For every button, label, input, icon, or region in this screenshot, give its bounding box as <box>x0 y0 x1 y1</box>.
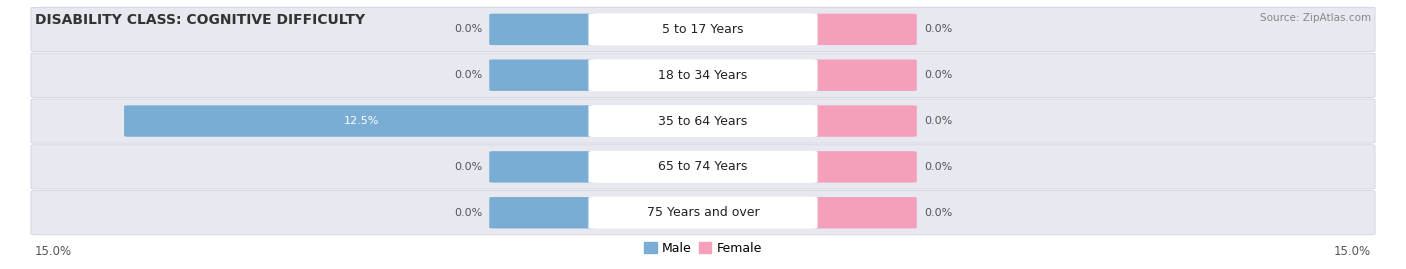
FancyBboxPatch shape <box>124 105 599 137</box>
Text: 65 to 74 Years: 65 to 74 Years <box>658 160 748 174</box>
FancyBboxPatch shape <box>588 59 818 91</box>
Text: 0.0%: 0.0% <box>454 162 482 172</box>
FancyBboxPatch shape <box>489 59 599 91</box>
Text: 0.0%: 0.0% <box>454 24 482 34</box>
Text: 18 to 34 Years: 18 to 34 Years <box>658 69 748 82</box>
Text: 15.0%: 15.0% <box>35 245 72 258</box>
FancyBboxPatch shape <box>489 197 599 228</box>
FancyBboxPatch shape <box>31 145 1375 189</box>
Text: 0.0%: 0.0% <box>924 116 952 126</box>
FancyBboxPatch shape <box>31 7 1375 51</box>
FancyBboxPatch shape <box>808 197 917 228</box>
FancyBboxPatch shape <box>31 99 1375 143</box>
FancyBboxPatch shape <box>489 151 599 183</box>
FancyBboxPatch shape <box>489 14 599 45</box>
FancyBboxPatch shape <box>808 151 917 183</box>
FancyBboxPatch shape <box>588 13 818 45</box>
Legend: Male, Female: Male, Female <box>640 237 766 260</box>
Text: 0.0%: 0.0% <box>454 208 482 218</box>
Text: 0.0%: 0.0% <box>924 24 952 34</box>
FancyBboxPatch shape <box>808 14 917 45</box>
FancyBboxPatch shape <box>588 197 818 229</box>
Text: 12.5%: 12.5% <box>343 116 378 126</box>
Text: 15.0%: 15.0% <box>1334 245 1371 258</box>
Text: 0.0%: 0.0% <box>454 70 482 80</box>
Text: 5 to 17 Years: 5 to 17 Years <box>662 23 744 36</box>
Text: 35 to 64 Years: 35 to 64 Years <box>658 115 748 128</box>
FancyBboxPatch shape <box>588 105 818 137</box>
Text: 0.0%: 0.0% <box>924 208 952 218</box>
FancyBboxPatch shape <box>588 151 818 183</box>
FancyBboxPatch shape <box>31 191 1375 235</box>
Text: DISABILITY CLASS: COGNITIVE DIFFICULTY: DISABILITY CLASS: COGNITIVE DIFFICULTY <box>35 13 366 27</box>
FancyBboxPatch shape <box>808 59 917 91</box>
FancyBboxPatch shape <box>808 105 917 137</box>
Text: Source: ZipAtlas.com: Source: ZipAtlas.com <box>1260 13 1371 23</box>
Text: 75 Years and over: 75 Years and over <box>647 206 759 219</box>
Text: 0.0%: 0.0% <box>924 70 952 80</box>
FancyBboxPatch shape <box>31 53 1375 97</box>
Text: 0.0%: 0.0% <box>924 162 952 172</box>
